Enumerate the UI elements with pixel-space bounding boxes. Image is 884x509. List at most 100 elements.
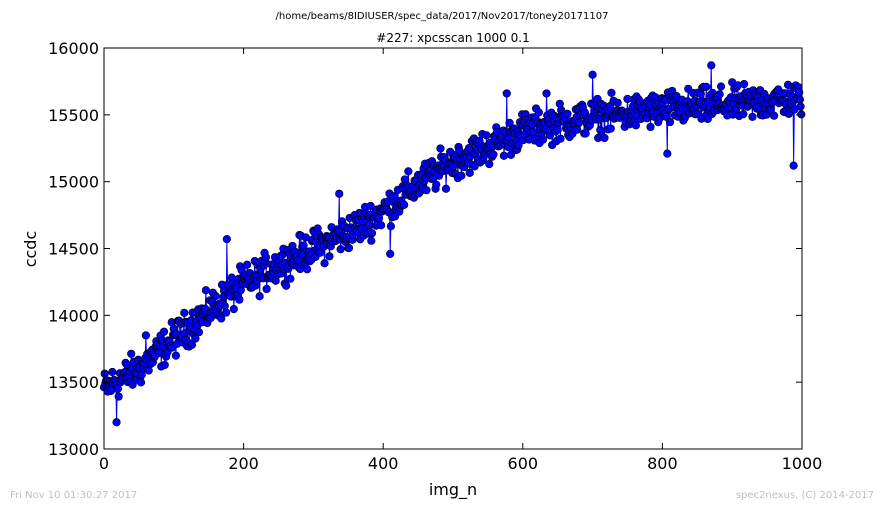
data-point [631, 121, 640, 130]
data-point [588, 70, 597, 79]
data-point [575, 118, 584, 127]
data-point [422, 186, 431, 195]
y-tick-label: 15000 [48, 173, 99, 192]
data-point [325, 252, 334, 261]
data-point [563, 109, 572, 118]
data-point [739, 110, 748, 119]
y-tick-label: 13500 [48, 373, 99, 392]
data-series [99, 61, 806, 427]
data-point [261, 253, 271, 262]
x-tick-label: 800 [647, 454, 678, 473]
data-point [112, 418, 121, 427]
data-point [255, 292, 264, 301]
chart-title: #227: xpcsscan 1000 0.1 [376, 31, 529, 45]
data-point [262, 284, 271, 294]
data-point [538, 135, 548, 144]
x-tick-label: 0 [99, 454, 109, 473]
x-axis-ticks: 0 200 400 600 800 1000 [99, 48, 822, 473]
data-point [320, 259, 329, 268]
data-point [222, 235, 231, 244]
data-point [505, 118, 514, 127]
data-point [229, 305, 238, 314]
y-tick-label: 16000 [48, 39, 99, 58]
data-point [211, 291, 220, 301]
data-point [613, 98, 622, 107]
data-point [222, 308, 231, 317]
x-tick-label: 200 [228, 454, 259, 473]
data-point [366, 201, 375, 211]
data-point [114, 392, 123, 401]
data-point [748, 112, 757, 121]
data-point [108, 367, 117, 377]
data-point [553, 125, 562, 134]
x-tick-label: 600 [508, 454, 539, 473]
data-point [180, 308, 189, 317]
data-point [606, 124, 615, 133]
x-tick-label: 400 [368, 454, 399, 473]
data-point [545, 131, 555, 140]
data-point [534, 108, 543, 117]
x-tick-label: 1000 [782, 454, 823, 473]
data-point [171, 351, 180, 360]
chart-suptitle: /home/beams/8IDIUSER/spec_data/2017/Nov2… [276, 11, 609, 22]
data-point [739, 79, 749, 89]
x-axis-label: img_n [429, 480, 477, 500]
data-point [400, 200, 409, 209]
data-point [386, 222, 395, 231]
data-point [367, 229, 377, 238]
y-axis-ticks: 13000 13500 14000 14500 15000 15500 16000 [48, 39, 802, 459]
data-point [220, 301, 229, 311]
data-point [665, 117, 675, 127]
data-point [436, 144, 445, 153]
data-point [141, 331, 150, 340]
data-point [335, 189, 344, 198]
data-point [286, 274, 295, 283]
data-point [217, 314, 226, 323]
data-point [581, 129, 590, 138]
data-point [485, 159, 494, 169]
data-point [663, 149, 672, 158]
footer-timestamp: Fri Nov 10 01:30:27 2017 [10, 490, 138, 501]
data-point [796, 102, 805, 111]
data-point [716, 82, 726, 91]
data-point [529, 127, 538, 137]
data-point [344, 243, 354, 253]
series-line [103, 65, 802, 423]
data-point [127, 349, 136, 358]
data-point [556, 134, 565, 143]
data-point [191, 334, 200, 343]
data-point [441, 184, 451, 193]
data-point [600, 133, 609, 143]
data-point [715, 90, 724, 99]
data-point [707, 61, 716, 70]
data-point [336, 245, 345, 254]
data-point [242, 260, 252, 269]
data-point [514, 141, 523, 150]
data-point [159, 327, 169, 336]
data-point [499, 151, 509, 160]
data-point [367, 236, 376, 245]
data-point [769, 111, 779, 120]
y-tick-label: 13000 [48, 440, 99, 459]
data-point [235, 295, 244, 304]
data-point [789, 161, 798, 170]
data-point [646, 122, 655, 132]
data-point [404, 167, 413, 176]
data-point [672, 91, 681, 101]
y-axis-label: ccdc [21, 231, 40, 268]
data-point [457, 171, 466, 180]
data-point [377, 221, 386, 230]
data-point [100, 369, 109, 378]
y-tick-label: 14000 [48, 306, 99, 325]
data-point [160, 360, 169, 370]
data-point [786, 89, 795, 98]
data-point [795, 95, 805, 104]
data-point [136, 378, 146, 387]
data-point [489, 150, 498, 159]
y-tick-label: 14500 [48, 240, 99, 259]
data-point [282, 281, 291, 290]
data-point [702, 82, 711, 91]
data-point [194, 328, 204, 337]
data-point [316, 248, 325, 257]
